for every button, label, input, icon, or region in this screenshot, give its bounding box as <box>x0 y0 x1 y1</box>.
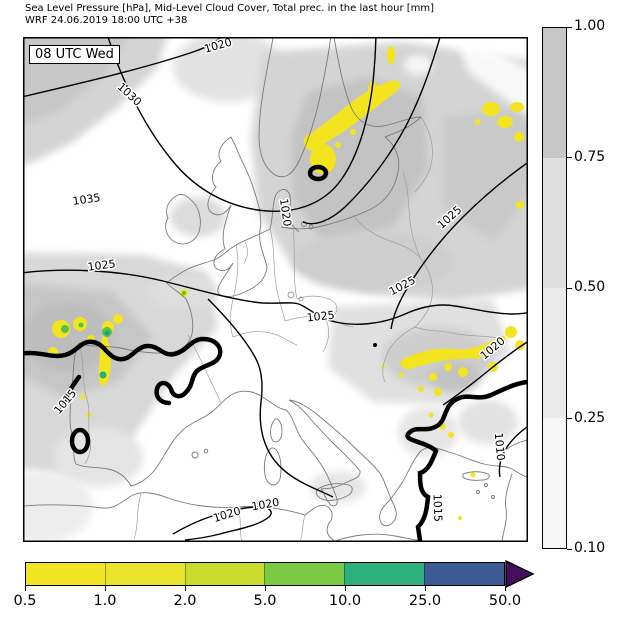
precip-colorbar-tick <box>24 586 26 591</box>
precip-colorbar-tick-label: 1.0 <box>93 593 117 609</box>
precip-colorbar-tick <box>184 586 186 591</box>
precip-colorbar-tick <box>344 586 346 591</box>
map-frame <box>23 37 528 542</box>
cloud-colorbar-segment <box>543 418 566 548</box>
cloud-colorbar-segment <box>543 158 566 288</box>
precip-colorbar-tick-label: 25.0 <box>408 593 442 609</box>
precip-colorbar-segment <box>184 563 265 585</box>
precip-colorbar-tick-label: 5.0 <box>253 593 277 609</box>
isobar-small-dot <box>373 343 377 347</box>
precip-colorbar-tick-label: 0.5 <box>13 593 37 609</box>
cloud-colorbar-tick <box>567 157 572 159</box>
isobar-label: 1025 <box>306 309 335 325</box>
precip-colorbar-tick <box>104 586 106 591</box>
cloud-colorbar-tick-label: 0.75 <box>574 148 606 165</box>
cloud-cover-layer <box>23 37 528 542</box>
coastline-layer <box>23 37 528 542</box>
weather-map: 1020 1030 1035 1025 1020 1025 1025 1025 … <box>23 37 528 542</box>
precip-colorbar-tick-label: 10.0 <box>328 593 362 609</box>
precip-colorbar-segment <box>26 563 105 585</box>
precip-colorbar-segment <box>104 563 185 585</box>
title-line-2: WRF 24.06.2019 18:00 UTC +38 <box>25 15 188 26</box>
isobar-label: 1015 <box>431 494 445 522</box>
cloud-colorbar-tick <box>567 26 572 28</box>
country-borders-layer <box>78 116 502 542</box>
cloud-colorbar-tick <box>567 418 572 420</box>
precip-colorbar-tick-label: 2.0 <box>173 593 197 609</box>
cloud-colorbar-segment <box>543 288 566 418</box>
timestamp-badge: 08 UTC Wed <box>29 45 120 64</box>
precip-colorbar-segment <box>424 563 504 585</box>
cloud-cover-colorbar <box>542 27 567 549</box>
cloud-colorbar-tick <box>567 287 572 289</box>
thick-isobar-layer <box>23 164 528 542</box>
isobar-label: 1020 <box>250 496 280 514</box>
cloud-colorbar-tick-label: 0.50 <box>574 279 606 295</box>
precip-colorbar-tick <box>424 586 426 591</box>
precip-extend-arrow-shape <box>505 559 535 589</box>
isobar-label: 1035 <box>72 191 102 208</box>
cloud-colorbar-tick-label: 0.25 <box>574 409 606 426</box>
precip-colorbar-tick-label: 50.0 <box>488 593 522 609</box>
cloud-colorbar-segment <box>543 28 566 158</box>
map-area: 1020 1030 1035 1025 1020 1025 1025 1025 … <box>23 37 528 542</box>
precip-colorbar <box>25 562 505 586</box>
isobar-layer <box>23 37 528 541</box>
precip-colorbar-segment <box>264 563 345 585</box>
cloud-colorbar-tick-label: 0.10 <box>574 540 606 556</box>
precip-extend-arrow <box>505 557 536 595</box>
precip-colorbar-segment <box>344 563 425 585</box>
cloud-colorbar-tick-label: 1.00 <box>574 18 606 34</box>
cloud-colorbar-tick <box>567 548 572 550</box>
isobar-label: 1020 <box>277 198 294 228</box>
figure-title: Sea Level Pressure [hPa], Mid-Level Clou… <box>25 3 434 27</box>
precip-colorbar-tick <box>264 586 266 591</box>
isobar-label: 1025 <box>87 257 116 273</box>
isobar-label: 1010 <box>492 432 507 461</box>
title-line-1: Sea Level Pressure [hPa], Mid-Level Clou… <box>25 3 435 14</box>
